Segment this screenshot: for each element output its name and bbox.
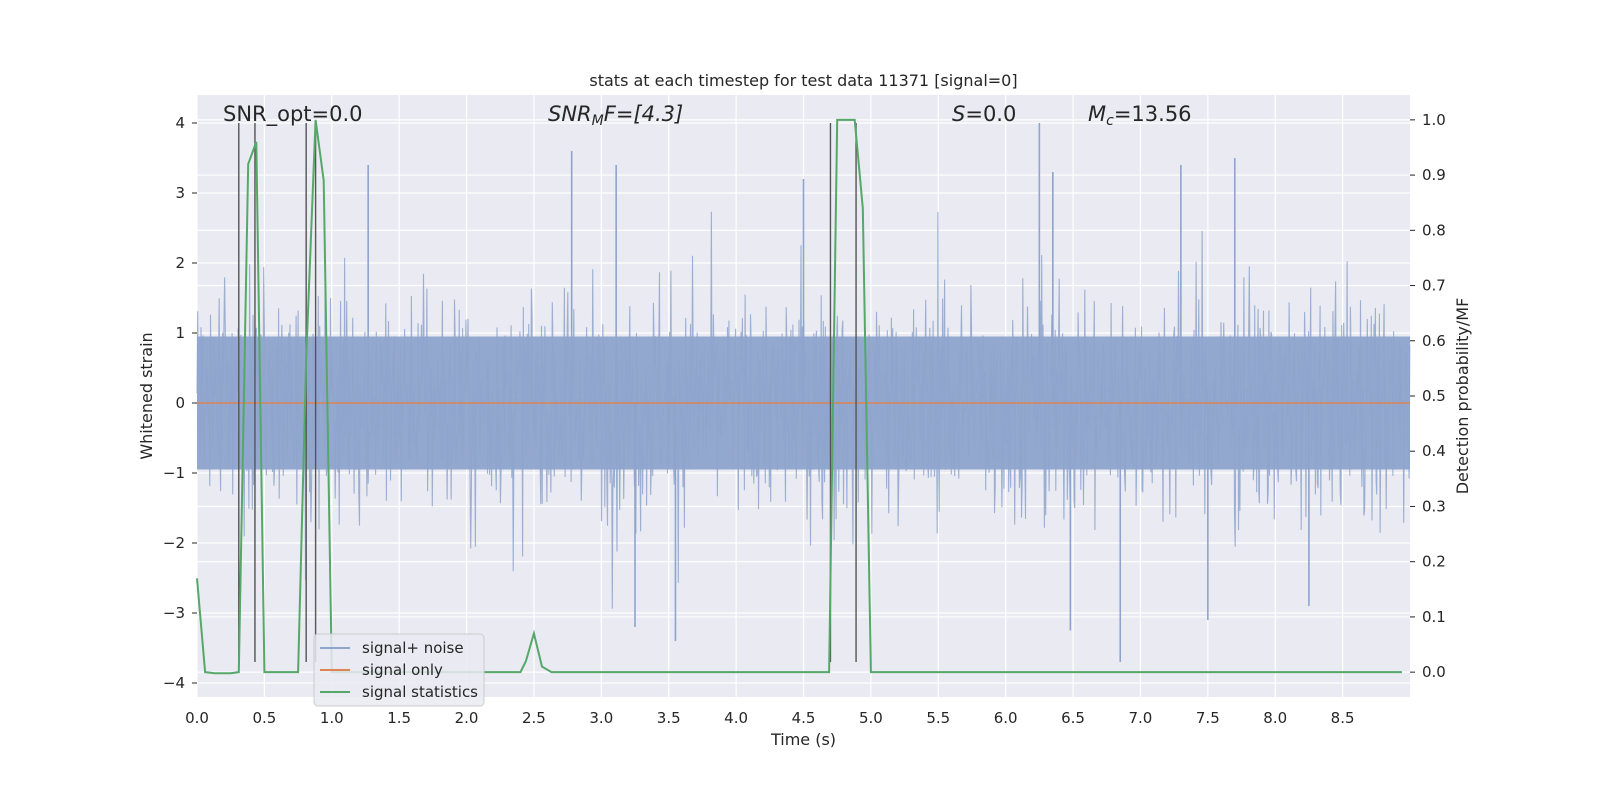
y2-tick-label: 0.4 <box>1422 442 1446 460</box>
x-tick-label: 8.5 <box>1331 709 1355 727</box>
annotation-s: S=0.0 <box>952 102 1016 126</box>
y2-tick-label: 0.8 <box>1422 221 1446 239</box>
annotation-mc: Mc=13.56 <box>1088 102 1192 129</box>
y-tick-label: 4 <box>175 114 185 132</box>
x-tick-label: 0.0 <box>185 709 209 727</box>
x-tick-label: 4.0 <box>724 709 748 727</box>
x-tick-label: 7.0 <box>1129 709 1153 727</box>
annotation-s-main: S <box>952 102 965 126</box>
annotation-snr-mf-main: SNR <box>548 102 592 126</box>
series-lines <box>196 118 1410 675</box>
annotation-mc-main: M <box>1088 102 1106 126</box>
tick-labels: 0.0 0.5 1.0 1.5 2.0 2.5 3.0 3.5 4.0 4.5 5.0 5.5 6.0 6… <box>163 111 1446 727</box>
x-tick-label: 3.0 <box>589 709 613 727</box>
x-tick-label: 7.5 <box>1196 709 1220 727</box>
x-tick-label: 2.5 <box>522 709 546 727</box>
y-tick-label: 0 <box>175 394 185 412</box>
annotation-snr-opt: SNR_opt=0.0 <box>223 102 363 127</box>
y2-tick-label: 0.5 <box>1422 387 1446 405</box>
x-tick-label: 2.0 <box>455 709 479 727</box>
y2-tick-label: 1.0 <box>1422 111 1446 129</box>
y-axis-label: Whitened strain <box>137 332 156 459</box>
y2-tick-label: 0.6 <box>1422 332 1446 350</box>
annotation-mc-rest: =13.56 <box>1114 102 1192 126</box>
x-tick-label: 6.5 <box>1061 709 1085 727</box>
x-tick-label: 1.5 <box>387 709 411 727</box>
y-tick-label: −3 <box>163 604 185 622</box>
x-tick-label: 6.0 <box>994 709 1018 727</box>
x-tick-label: 4.5 <box>792 709 816 727</box>
x-tick-label: 3.5 <box>657 709 681 727</box>
legend-box <box>313 633 485 707</box>
x-tick-label: 5.0 <box>859 709 883 727</box>
annotation-snr-mf: SNRMF=[4.3] <box>548 102 683 129</box>
legend: signal+ noise signal only signal statist… <box>313 633 485 707</box>
y-tick-label: −2 <box>163 534 185 552</box>
y2-tick-label: 0.7 <box>1422 277 1446 295</box>
annotation-mc-sub: c <box>1106 113 1114 129</box>
x-tick-label: 1.0 <box>320 709 344 727</box>
legend-label-signal-statistics: signal statistics <box>362 683 478 701</box>
y-tick-label: 3 <box>175 184 185 202</box>
y2-tick-label: 0.3 <box>1422 497 1446 515</box>
legend-label-signal-only: signal only <box>362 661 443 679</box>
y2-tick-label: 0.9 <box>1422 166 1446 184</box>
annotation-s-rest: =0.0 <box>965 102 1016 126</box>
y-tick-label: 2 <box>175 254 185 272</box>
x-tick-label: 0.5 <box>252 709 276 727</box>
y-tick-label: 1 <box>175 324 185 342</box>
annotation-snr-mf-sub: M <box>592 113 604 129</box>
y2-tick-label: 0.1 <box>1422 608 1446 626</box>
x-tick-label: 8.0 <box>1263 709 1287 727</box>
chart-title: stats at each timestep for test data 113… <box>589 71 1017 90</box>
y2-tick-label: 0.2 <box>1422 553 1446 571</box>
legend-label-signal-noise: signal+ noise <box>362 639 464 657</box>
x-axis-label: Time (s) <box>770 730 836 749</box>
x-tick-label: 5.5 <box>926 709 950 727</box>
annotation-snr-mf-rest: F=[4.3] <box>604 102 683 126</box>
y-tick-label: −1 <box>163 464 185 482</box>
y2-axis-label: Detection probability/MF <box>1453 298 1472 495</box>
y-tick-label: −4 <box>163 674 185 692</box>
y2-tick-label: 0.0 <box>1422 663 1446 681</box>
